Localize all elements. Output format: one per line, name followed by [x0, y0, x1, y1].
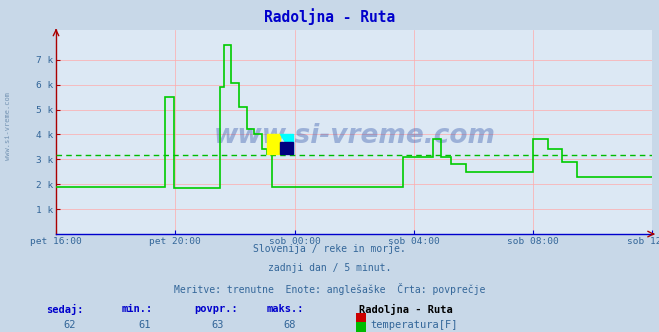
- Text: www.si-vreme.com: www.si-vreme.com: [5, 92, 11, 160]
- Text: 62: 62: [63, 320, 75, 330]
- Text: 61: 61: [139, 320, 151, 330]
- Text: Radoljna - Ruta: Radoljna - Ruta: [359, 304, 453, 315]
- Text: min.:: min.:: [122, 304, 153, 314]
- Text: Radoljna - Ruta: Radoljna - Ruta: [264, 8, 395, 25]
- Text: maks.:: maks.:: [267, 304, 304, 314]
- Text: www.si-vreme.com: www.si-vreme.com: [214, 123, 495, 149]
- Text: 63: 63: [212, 320, 223, 330]
- Text: povpr.:: povpr.:: [194, 304, 238, 314]
- Text: Slovenija / reke in morje.: Slovenija / reke in morje.: [253, 244, 406, 254]
- Text: temperatura[F]: temperatura[F]: [370, 320, 458, 330]
- Polygon shape: [279, 134, 293, 154]
- Text: 68: 68: [284, 320, 296, 330]
- Text: zadnji dan / 5 minut.: zadnji dan / 5 minut.: [268, 263, 391, 273]
- Text: sedaj:: sedaj:: [46, 304, 84, 315]
- Bar: [268, 134, 279, 154]
- Text: Meritve: trenutne  Enote: anglešaške  Črta: povprečje: Meritve: trenutne Enote: anglešaške Črta…: [174, 283, 485, 294]
- Bar: [279, 142, 293, 154]
